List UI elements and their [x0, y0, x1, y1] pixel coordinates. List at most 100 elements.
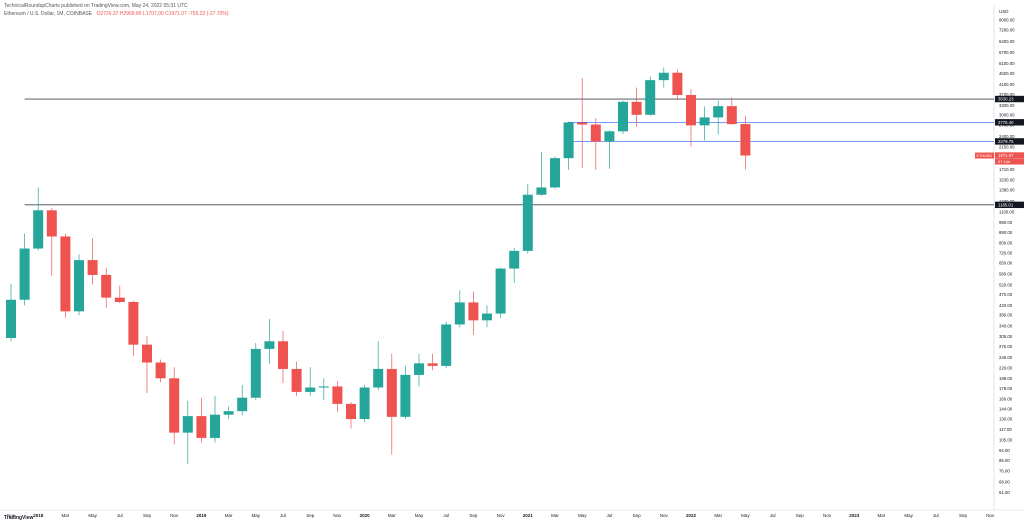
y-tick-label: 2150.00 [999, 145, 1015, 150]
y-tick-label: 3000.00 [999, 112, 1015, 117]
y-tick-label: 420.00 [999, 303, 1013, 308]
candle-body [577, 122, 588, 125]
candle-body [713, 106, 724, 118]
x-tick-label: Sep [633, 513, 642, 518]
candle-body [60, 236, 71, 312]
x-tick-label: Mar [878, 513, 886, 518]
y-tick-label: 1100.00 [999, 210, 1015, 215]
x-tick-label: Nov [660, 513, 669, 518]
ohlc-values: O2726.37 H2969.80 L1707.00 C1971.07 -755… [96, 11, 229, 17]
y-tick-label: 580.00 [999, 272, 1013, 277]
x-tick-label: 2020 [360, 513, 371, 518]
x-tick-label: Jul [933, 513, 939, 518]
candle-body [210, 414, 220, 438]
candle-body [46, 210, 57, 237]
x-tick-label: Mar [551, 513, 559, 518]
candle-body [631, 101, 642, 115]
candle-body [74, 260, 84, 312]
candle-body [618, 101, 628, 132]
candle-body [726, 106, 737, 125]
candle-body [6, 299, 16, 338]
candle-body [482, 313, 492, 321]
y-tick-label: 76.00 [999, 469, 1010, 474]
y-tick-label: 245.00 [999, 355, 1013, 360]
y-tick-label: 470.00 [999, 292, 1013, 297]
candle-body [686, 94, 696, 126]
x-tick-label: May [904, 513, 913, 518]
x-tick-label: 2018 [33, 513, 44, 518]
candle-body [359, 387, 370, 420]
x-tick-label: Jul [770, 513, 776, 518]
candle-body [414, 363, 424, 375]
y-tick-label: 520.00 [999, 282, 1013, 287]
countdown-label: 07:14d [998, 159, 1010, 164]
x-tick-label: May [252, 513, 261, 518]
countdown-tag [995, 158, 1024, 165]
candle-body [33, 210, 44, 249]
x-tick-label: Sep [796, 513, 805, 518]
level-price-tag [995, 95, 1024, 103]
candle-body [400, 374, 411, 417]
candle-body [182, 416, 193, 433]
symbol-tag-label: ETHUSD [977, 154, 993, 158]
y-tick-label: 4100.00 [999, 82, 1015, 87]
y-tick-label: 890.00 [999, 230, 1013, 235]
candle-body [645, 80, 656, 115]
y-tick-label: 5700.00 [999, 50, 1015, 55]
symbol-legend: Ethereum / U.S. Dollar, 1M, COINBASE O27… [4, 11, 229, 17]
x-tick-label: Nov [986, 513, 995, 518]
x-tick-label: Sep [143, 513, 152, 518]
y-tick-label: 8000.00 [999, 17, 1015, 22]
y-tick-label: 3300.00 [999, 103, 1015, 108]
y-tick-label: 380.00 [999, 313, 1013, 318]
candle-body [305, 387, 316, 392]
y-tick-label: 720.00 [999, 251, 1013, 256]
y-tick-label: 220.00 [999, 366, 1013, 371]
y-tick-label: 6400.00 [999, 39, 1015, 44]
y-tick-label: 5100.00 [999, 61, 1015, 66]
candle-body [223, 411, 234, 415]
level-price-tag [995, 138, 1024, 145]
x-tick-label: Sep [959, 513, 968, 518]
candle-body [536, 187, 547, 195]
candle-body [699, 117, 710, 126]
level-price-tag [995, 119, 1024, 126]
x-tick-label: Nov [7, 513, 16, 518]
x-tick-label: Jul [443, 513, 449, 518]
symbol-tag [975, 152, 994, 159]
tradingview-logo: TradingView [4, 515, 34, 521]
candle-body [604, 131, 615, 142]
candle-body [441, 324, 452, 366]
y-tick-label: 275.00 [999, 344, 1013, 349]
x-tick-label: Nov [823, 513, 832, 518]
candle-body [87, 260, 98, 275]
level-price-label: 2279.75 [998, 139, 1014, 144]
candle-body [237, 397, 248, 412]
x-tick-label: 2019 [196, 513, 207, 518]
candle-body [19, 248, 30, 300]
y-tick-label: 198.00 [999, 376, 1013, 381]
y-tick-label: 160.00 [999, 397, 1013, 402]
candle-body [169, 378, 180, 433]
candle-body [672, 72, 683, 95]
candle-body [495, 268, 506, 314]
x-tick-label: May [741, 513, 750, 518]
x-tick-label: Nov [170, 513, 179, 518]
x-tick-label: Nov [333, 513, 342, 518]
candle-body [509, 250, 520, 269]
x-tick-label: 2023 [849, 513, 860, 518]
y-tick-label: 1380.00 [999, 188, 1015, 193]
x-tick-label: Jul [117, 513, 123, 518]
x-tick-label: Sep [469, 513, 478, 518]
x-tick-label: May [578, 513, 587, 518]
y-tick-label: 7200.00 [999, 28, 1015, 33]
candle-body [427, 363, 438, 366]
x-tick-label: Mar [714, 513, 722, 518]
y-tick-label: 85.00 [999, 458, 1010, 463]
x-tick-label: Mar [62, 513, 70, 518]
y-tick-label: 144.00 [999, 407, 1013, 412]
candle-body [386, 368, 397, 417]
x-tick-label: 2022 [686, 513, 697, 518]
x-tick-label: Sep [306, 513, 315, 518]
